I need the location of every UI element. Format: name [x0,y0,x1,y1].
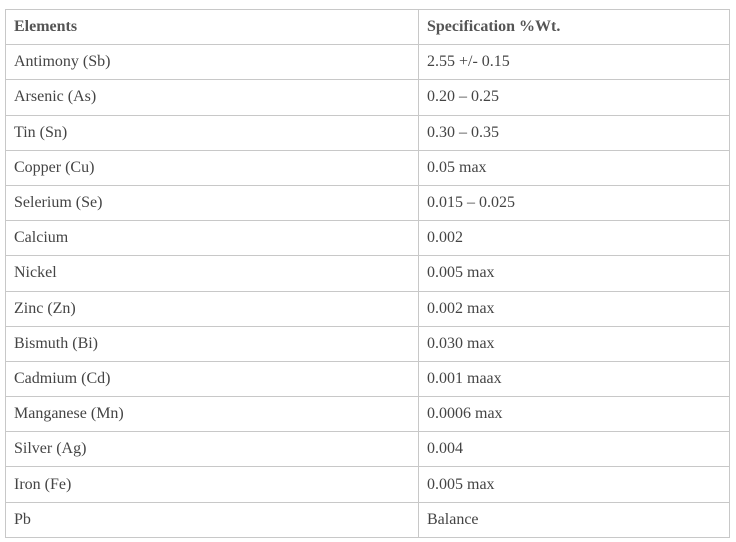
table-row: Bismuth (Bi) 0.030 max [5,325,730,362]
table-body: Antimony (Sb) 2.55 +/- 0.15 Arsenic (As)… [5,44,730,538]
element-cell: Bismuth (Bi) [5,325,419,362]
spec-cell: 0.015 – 0.025 [418,184,730,222]
table-row: Antimony (Sb) 2.55 +/- 0.15 [5,44,730,81]
spec-cell: 0.005 max [418,466,730,503]
spec-cell: 0.002 [418,220,730,257]
element-cell: Iron (Fe) [5,466,419,503]
table-row: Manganese (Mn) 0.0006 max [5,396,730,433]
table-row: Calcium 0.002 [5,220,730,257]
header-specification: Specification %Wt. [418,8,730,46]
table-row: Copper (Cu) 0.05 max [5,149,730,186]
spec-cell: 0.05 max [418,149,730,186]
element-cell: Nickel [5,255,419,292]
spec-cell: 0.001 maax [418,360,730,398]
header-row: Elements Specification %Wt. [5,8,730,46]
table-row: Tin (Sn) 0.30 – 0.35 [5,114,730,151]
spec-cell: 0.030 max [418,325,730,362]
element-cell: Antimony (Sb) [5,44,419,81]
table-header: Elements Specification %Wt. [5,8,730,46]
spec-cell: 0.005 max [418,255,730,292]
table-row: Cadmium (Cd) 0.001 maax [5,360,730,398]
table-row: Silver (Ag) 0.004 [5,431,730,468]
table-row: Iron (Fe) 0.005 max [5,466,730,503]
header-elements: Elements [5,8,419,46]
element-cell: Zinc (Zn) [5,290,419,327]
element-cell: Manganese (Mn) [5,396,419,433]
table-row: Zinc (Zn) 0.002 max [5,290,730,327]
element-cell: Arsenic (As) [5,79,419,116]
spec-cell: Balance [418,501,730,538]
spec-cell: 0.30 – 0.35 [418,114,730,151]
table-row: Nickel 0.005 max [5,255,730,292]
element-cell: Calcium [5,220,419,257]
table-row: Selerium (Se) 0.015 – 0.025 [5,184,730,222]
spec-cell: 0.004 [418,431,730,468]
element-cell: Copper (Cu) [5,149,419,186]
specification-table: Elements Specification %Wt. Antimony (Sb… [5,8,730,538]
spec-cell: 2.55 +/- 0.15 [418,44,730,81]
table-row: Pb Balance [5,501,730,538]
element-cell: Cadmium (Cd) [5,360,419,398]
element-cell: Silver (Ag) [5,431,419,468]
element-cell: Selerium (Se) [5,184,419,222]
element-cell: Pb [5,501,419,538]
spec-cell: 0.002 max [418,290,730,327]
table-row: Arsenic (As) 0.20 – 0.25 [5,79,730,116]
spec-cell: 0.0006 max [418,396,730,433]
spec-cell: 0.20 – 0.25 [418,79,730,116]
element-cell: Tin (Sn) [5,114,419,151]
